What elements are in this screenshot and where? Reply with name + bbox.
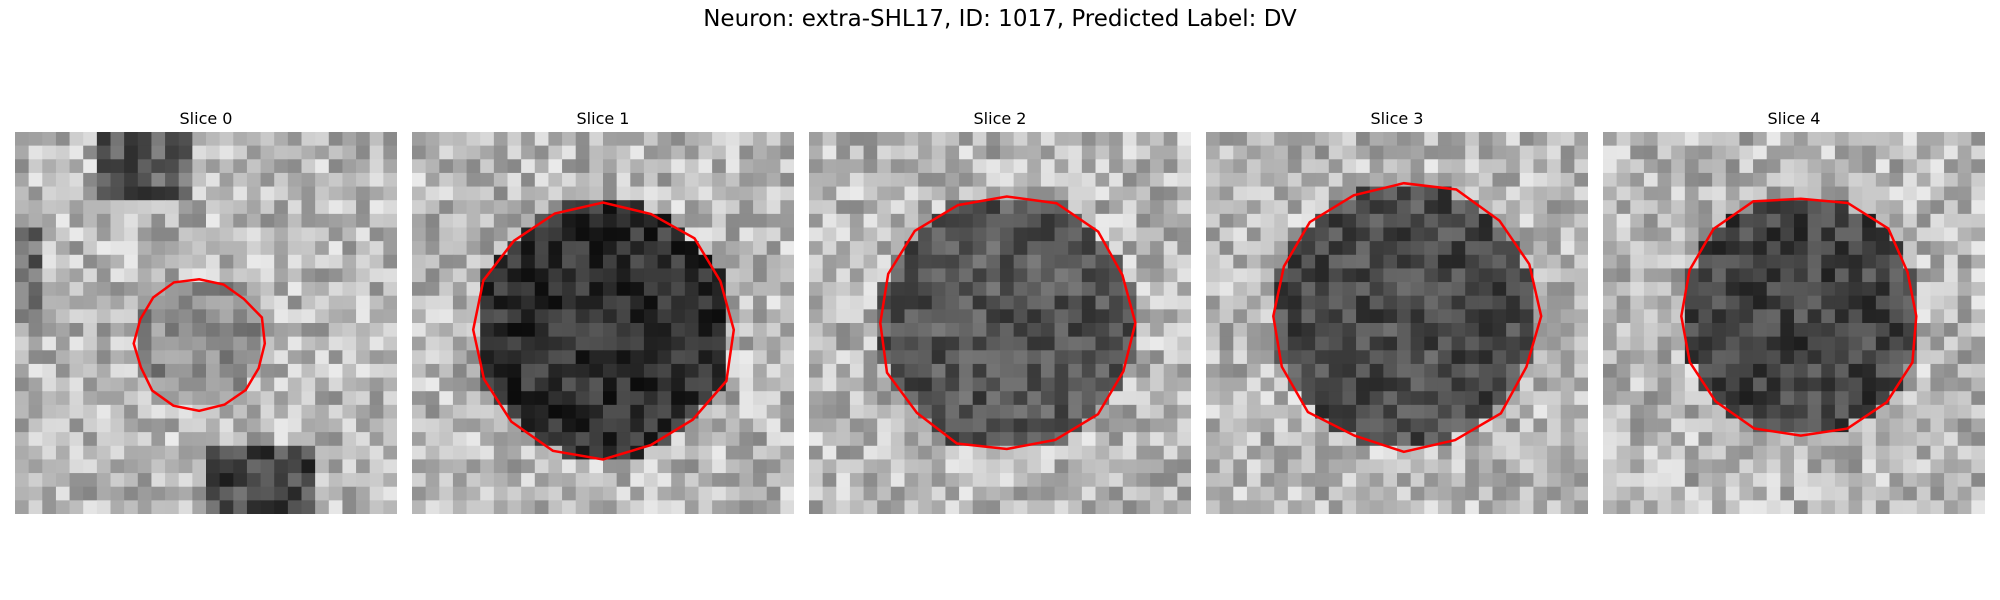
slice-image-0 [15, 132, 397, 514]
slice-title-1: Slice 1 [576, 109, 630, 128]
roi-contour [132, 278, 267, 413]
roi-contour [471, 201, 736, 461]
slice-title-3: Slice 3 [1370, 109, 1424, 128]
slice-panel-4: Slice 4 [1603, 108, 1985, 514]
slice-title-2: Slice 2 [973, 109, 1027, 128]
roi-contour [879, 195, 1137, 451]
slice-image-2 [809, 132, 1191, 514]
slice-image-4 [1603, 132, 1985, 514]
slice-panel-2: Slice 2 [809, 108, 1191, 514]
slice-image-3 [1206, 132, 1588, 514]
roi-contour [1272, 181, 1543, 454]
slice-panel-3: Slice 3 [1206, 108, 1588, 514]
slice-panel-0: Slice 0 [15, 108, 397, 514]
roi-contour [1680, 197, 1918, 437]
figure-title: Neuron: extra-SHL17, ID: 1017, Predicted… [703, 6, 1297, 32]
slice-title-0: Slice 0 [179, 109, 233, 128]
slice-panel-1: Slice 1 [412, 108, 794, 514]
slice-image-1 [412, 132, 794, 514]
slice-title-4: Slice 4 [1767, 109, 1821, 128]
